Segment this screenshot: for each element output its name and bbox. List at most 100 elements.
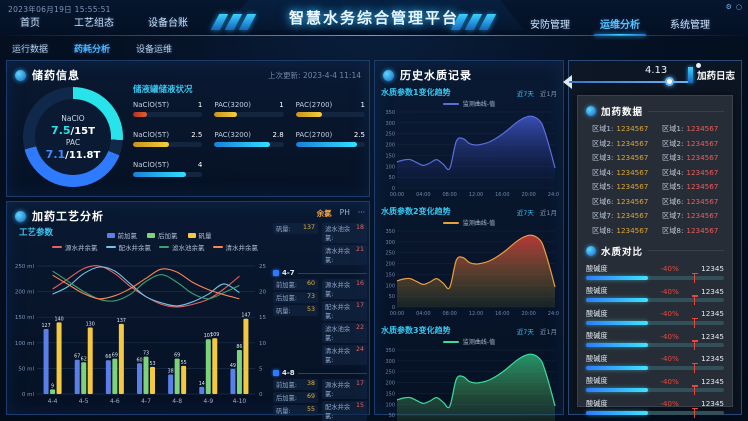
legend-item-源水井余氯[interactable]: 源水井余氯: [52, 242, 98, 252]
svg-text:250: 250: [385, 132, 395, 138]
svg-text:08:00: 08:00: [442, 192, 456, 198]
nav-item-设备台账[interactable]: 设备台账: [148, 18, 188, 29]
compare-bar: [586, 295, 724, 305]
daily-tab-余氯[interactable]: 余氯: [316, 209, 332, 218]
right-panel: 4.13 加药日志 加药数据 区域1: 1234567 区域1: 1234567 区域2…: [563, 60, 742, 418]
record-icon[interactable]: ○: [735, 3, 742, 11]
compare-bar: [586, 340, 724, 350]
legend-item-滤水池余氯[interactable]: 滤水池余氯: [159, 242, 205, 252]
region-row: 区域4: 1234567: [662, 167, 719, 177]
tank-item: NaClO(5T) 2.5: [133, 131, 203, 147]
range-link-近1月[interactable]: 近1月: [539, 208, 557, 217]
tank-level-bar: [133, 172, 203, 177]
svg-text:0: 0: [259, 392, 263, 398]
range-link-近1月[interactable]: 近1月: [539, 89, 557, 98]
daily-row: 矾量: 137: [273, 223, 318, 234]
process-panel-title: 加药工艺分析: [32, 210, 104, 223]
trend-range-links: 近7天 近1月: [517, 207, 557, 217]
legend-item-清水井余氯[interactable]: 清水井余氯: [212, 242, 258, 252]
tank-level-fill: [295, 142, 357, 147]
nav-item-工艺组态[interactable]: 工艺组态: [74, 18, 114, 29]
daily-tab-···[interactable]: ···: [357, 208, 365, 217]
bar-legend: 前加氯 后加氯 矾量: [59, 230, 259, 240]
svg-text:20:00: 20:00: [521, 192, 535, 198]
tank-grid: NaClO(5T) 1 PAC(3200) 1 PAC(2700) 1 NaClO(5T) 2…: [133, 101, 365, 177]
nav-item-安防管理[interactable]: 安防管理: [530, 20, 570, 31]
trend-title: 水质参数3变化趋势: [381, 326, 451, 335]
trend-block-2: 水质参数2变化趋势 近7天 近1月 监测曲线-值 0 50 100 150 200 250 300 3…: [375, 204, 563, 323]
legend-line-swatch: [442, 102, 459, 105]
svg-text:0 ml: 0 ml: [22, 392, 35, 398]
legend-line-swatch: [105, 246, 116, 248]
legend-item-后加氯[interactable]: 后加氯: [147, 230, 178, 240]
daily-columns: 前加氯: 60 后加氯: 73 矾量: 53 源水井余氯: 16 配水井余氯: 17 滤水池余氯: 2…: [273, 279, 367, 365]
tank-level-fill: [133, 112, 147, 117]
daily-tab-PH[interactable]: PH: [339, 208, 350, 217]
daily-section-4-8: 4-8: [273, 369, 367, 377]
daily-tabs: 余氯 PH ···: [273, 208, 367, 219]
donut-chem-value: 7.5/15T: [51, 123, 95, 137]
daily-row: 清水井余氯: 24: [322, 345, 367, 365]
svg-text:140: 140: [54, 316, 63, 322]
daily-col-left: 前加氯: 60 后加氯: 73 矾量: 53: [273, 279, 318, 365]
range-link-近7天[interactable]: 近7天: [516, 327, 534, 336]
svg-text:50: 50: [389, 413, 395, 419]
dosing-data-header: 加药数据: [586, 104, 724, 118]
svg-text:86: 86: [236, 344, 242, 350]
donut-chem-name: NaClO: [61, 113, 85, 123]
tank-item: PAC(3200) 1: [214, 101, 284, 117]
nav-item-系统管理[interactable]: 系统管理: [670, 20, 710, 31]
dosing-log-tag[interactable]: 加药日志: [687, 63, 735, 83]
subnav-item-药耗分析[interactable]: 药耗分析: [74, 45, 111, 55]
svg-text:200: 200: [385, 143, 395, 149]
water-compare-header: 水质对比: [586, 244, 724, 258]
legend-item-矾量[interactable]: 矾量: [187, 230, 212, 240]
svg-text:250 ml: 250 ml: [15, 264, 35, 270]
compare-row: 酸碱度 -40% 12345: [586, 399, 724, 418]
daily-row: 清水井余氯: 21: [322, 245, 367, 265]
svg-text:200: 200: [385, 262, 395, 268]
range-link-近7天[interactable]: 近7天: [516, 89, 534, 98]
range-link-近1月[interactable]: 近1月: [539, 327, 557, 336]
compare-row-top: 酸碱度 -40% 12345: [586, 331, 724, 341]
svg-text:109: 109: [210, 332, 219, 338]
gear-icon[interactable]: ⚙: [725, 3, 732, 11]
svg-text:04:00: 04:00: [416, 311, 430, 317]
legend-item-配水井余氯[interactable]: 配水井余氯: [105, 242, 151, 252]
slider-handle[interactable]: [665, 77, 674, 86]
svg-text:250: 250: [385, 251, 395, 257]
svg-text:350: 350: [385, 348, 395, 354]
svg-text:100: 100: [385, 283, 395, 289]
compare-bar-fill: [586, 388, 649, 392]
svg-text:50 ml: 50 ml: [18, 366, 34, 372]
subnav-item-设备运维[interactable]: 设备运维: [136, 45, 173, 55]
svg-text:04:00: 04:00: [416, 192, 430, 198]
svg-text:25: 25: [259, 264, 266, 270]
compare-row-top: 酸碱度 -40% 12345: [586, 376, 724, 386]
compare-row: 酸碱度 -40% 12345: [586, 264, 724, 283]
tank-level-fill: [133, 172, 186, 177]
line-legend: 源水井余氯 配水井余氯 滤水池余氯 清水井余氯: [37, 242, 273, 252]
slider-track[interactable]: [569, 81, 691, 83]
region-row: 区域6: 1234567: [662, 196, 719, 206]
nav-item-首页[interactable]: 首页: [20, 18, 40, 29]
svg-text:150 ml: 150 ml: [15, 315, 35, 321]
subnav-item-运行数据[interactable]: 运行数据: [12, 45, 49, 55]
tank-level-bar: [214, 142, 284, 147]
svg-text:66: 66: [105, 354, 111, 360]
svg-text:08:00: 08:00: [442, 311, 456, 317]
calendar-icon: [273, 270, 279, 276]
daily-body: 矾量: 137 滤水池余氯: 18 清水井余氯: 21 4-7 前加氯: 60 后加氯: 73 矾量:…: [273, 223, 367, 421]
legend-line-swatch: [159, 246, 169, 248]
tank-section-title: 储液罐储液状况: [133, 85, 193, 95]
region-row: 区域8: 1234567: [592, 225, 649, 235]
nav-item-运维分析[interactable]: 运维分析: [594, 16, 646, 36]
legend-item-前加氯[interactable]: 前加氯: [106, 230, 137, 240]
region-row: 区域1: 1234567: [662, 124, 719, 133]
range-link-近7天[interactable]: 近7天: [516, 208, 534, 217]
region-values-grid: 区域1: 1234567 区域1: 1234567 区域2: 1234567 区域2: 123…: [586, 124, 724, 244]
compare-row: 酸碱度 -40% 12345: [586, 286, 724, 305]
tank-level-fill: [214, 112, 237, 117]
svg-text:10: 10: [259, 341, 266, 347]
